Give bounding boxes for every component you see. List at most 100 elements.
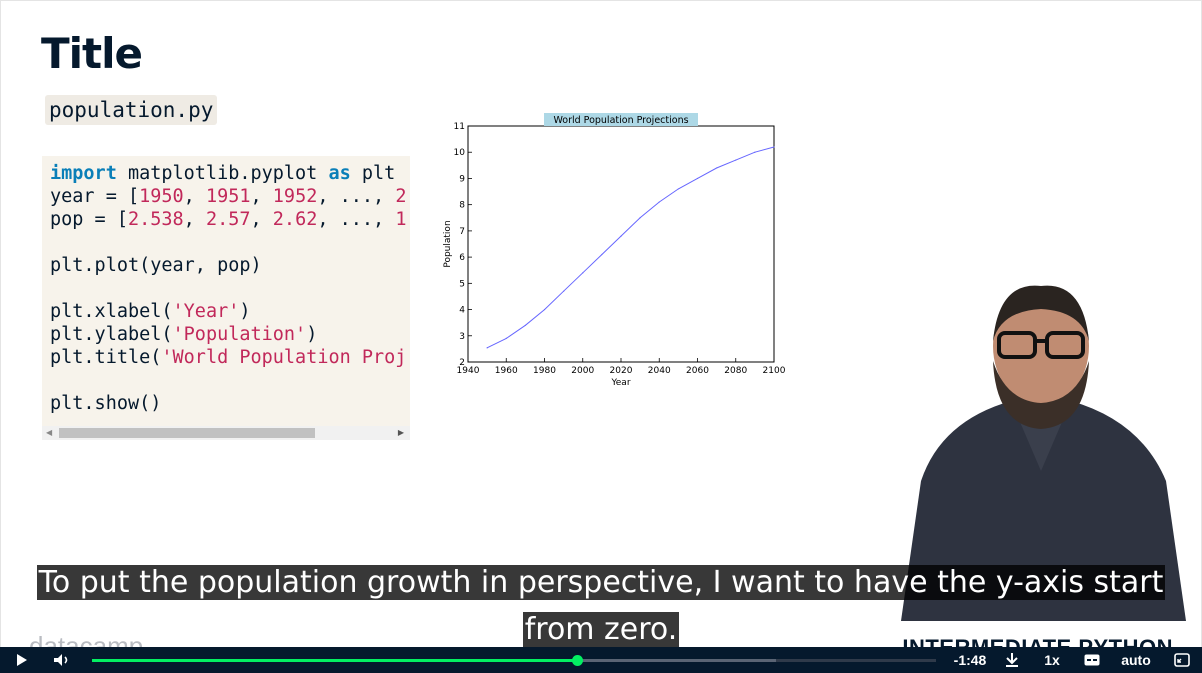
code-scrollbar[interactable]: ◀ ▶ — [42, 426, 410, 440]
data-point — [696, 177, 699, 180]
code-token: plt.title( — [50, 347, 162, 368]
code-line: year = [1950, 1951, 1952, ..., 2 — [50, 185, 406, 208]
data-point — [543, 308, 546, 311]
y-tick-label: 4 — [459, 306, 465, 316]
code-token: 1952 — [272, 186, 318, 207]
code-line: plt.xlabel('Year') — [50, 300, 406, 323]
progress-bar[interactable] — [92, 655, 936, 666]
code-line: pop = [2.538, 2.57, 2.62, ..., 1 — [50, 208, 406, 231]
code-token: plt.show() — [50, 393, 162, 414]
caption-line-2: from zero. — [522, 612, 680, 647]
scroll-thumb[interactable] — [59, 428, 315, 438]
code-line: plt.plot(year, pop) — [50, 254, 406, 277]
x-tick-label: 2100 — [763, 366, 786, 376]
code-token: , — [250, 186, 273, 207]
x-tick-label: 2020 — [610, 366, 633, 376]
fullscreen-button[interactable] — [1170, 647, 1194, 673]
data-point — [620, 235, 622, 237]
x-tick-label: 1960 — [495, 366, 518, 376]
play-icon — [17, 654, 27, 666]
code-line — [50, 369, 406, 392]
code-block: import matplotlib.pyplot as plt year = [1… — [42, 156, 410, 440]
y-tick-label: 8 — [459, 201, 465, 211]
data-point — [735, 159, 737, 161]
code-token: 1951 — [205, 186, 251, 207]
title-highlight — [544, 113, 698, 126]
fullscreen-icon — [1174, 653, 1190, 667]
data-point — [677, 188, 679, 190]
quality-button[interactable]: auto — [1121, 652, 1151, 668]
x-tick-label: 2060 — [686, 366, 709, 376]
data-point — [716, 167, 718, 169]
data-point — [524, 324, 526, 326]
play-button[interactable] — [10, 647, 34, 673]
data-point — [658, 201, 660, 203]
caption-line-1: To put the population growth in perspect… — [36, 565, 1166, 600]
code-token: 2.57 — [205, 209, 251, 230]
code-token: ) — [239, 301, 251, 322]
population-chart: 1940 1960 1980 2000 2020 2040 2060 2080 2100 2 3 4 5… — [443, 113, 786, 388]
y-tick-label: 7 — [459, 227, 465, 237]
code-token: 'Population' — [172, 324, 307, 345]
progress-fill — [92, 659, 578, 662]
code-token: plt — [350, 163, 396, 184]
data-point — [639, 217, 641, 219]
code-line: plt.show() — [50, 392, 406, 415]
x-tick-label: 1940 — [457, 366, 480, 376]
code-token: 2.538 — [127, 209, 184, 230]
code-token: , — [183, 186, 206, 207]
y-axis-label: Population — [443, 220, 453, 267]
scroll-right-icon[interactable]: ▶ — [397, 428, 404, 437]
playback-speed-button[interactable]: 1x — [1044, 652, 1060, 668]
download-button[interactable] — [1000, 647, 1024, 673]
volume-icon — [54, 654, 68, 666]
progress-knob[interactable] — [572, 655, 584, 666]
code-filename: population.py — [45, 95, 218, 125]
code-token: import — [50, 163, 117, 184]
data-point — [601, 253, 603, 256]
data-point — [582, 272, 584, 274]
code-token: ) — [306, 324, 318, 345]
code-line — [50, 231, 406, 254]
code-token: as — [328, 163, 351, 184]
captions-icon — [1084, 654, 1100, 666]
code-token: pop = [ — [50, 209, 128, 230]
slide-title: Title — [41, 29, 143, 78]
code-line — [50, 277, 406, 300]
y-tick-label: 5 — [459, 279, 465, 289]
code-token: plt.xlabel( — [50, 301, 173, 322]
subtitle-caption: To put the population growth in perspect… — [0, 562, 1202, 656]
scroll-left-icon[interactable]: ◀ — [46, 428, 53, 437]
code-token: plt.plot(year, pop) — [50, 255, 262, 276]
data-point — [754, 151, 756, 153]
captions-button[interactable] — [1080, 647, 1104, 673]
code-token: year = [ — [50, 186, 140, 207]
code-token: , — [250, 209, 273, 230]
x-tick-label: 2080 — [724, 366, 747, 376]
code-line: plt.ylabel('Population') — [50, 323, 406, 346]
code-token: 2.62 — [272, 209, 318, 230]
time-remaining: -1:48 — [953, 652, 987, 668]
code-token: 1 — [395, 209, 407, 230]
code-line: import matplotlib.pyplot as plt — [50, 162, 406, 185]
data-point — [486, 347, 488, 349]
code-token: , ..., — [317, 186, 396, 207]
x-axis-label: Year — [610, 378, 630, 388]
y-tick-label: 6 — [459, 253, 465, 263]
y-tick-label: 9 — [459, 174, 465, 184]
y-tick-label: 2 — [459, 358, 465, 368]
code-text: import matplotlib.pyplot as plt year = [1… — [50, 162, 406, 415]
code-token: 1950 — [139, 186, 184, 207]
chart-title: World Population Projections — [553, 115, 688, 126]
plot-area — [467, 125, 775, 363]
volume-button[interactable] — [50, 647, 74, 673]
x-tick-label: 2040 — [648, 366, 671, 376]
code-token: matplotlib.pyplot — [116, 163, 329, 184]
code-token: plt.ylabel( — [50, 324, 173, 345]
data-point — [563, 290, 565, 292]
y-tick-label: 10 — [454, 148, 466, 158]
video-controls: -1:48 1x auto — [0, 647, 1202, 673]
code-token: , ..., — [317, 209, 396, 230]
download-icon — [1006, 653, 1018, 667]
